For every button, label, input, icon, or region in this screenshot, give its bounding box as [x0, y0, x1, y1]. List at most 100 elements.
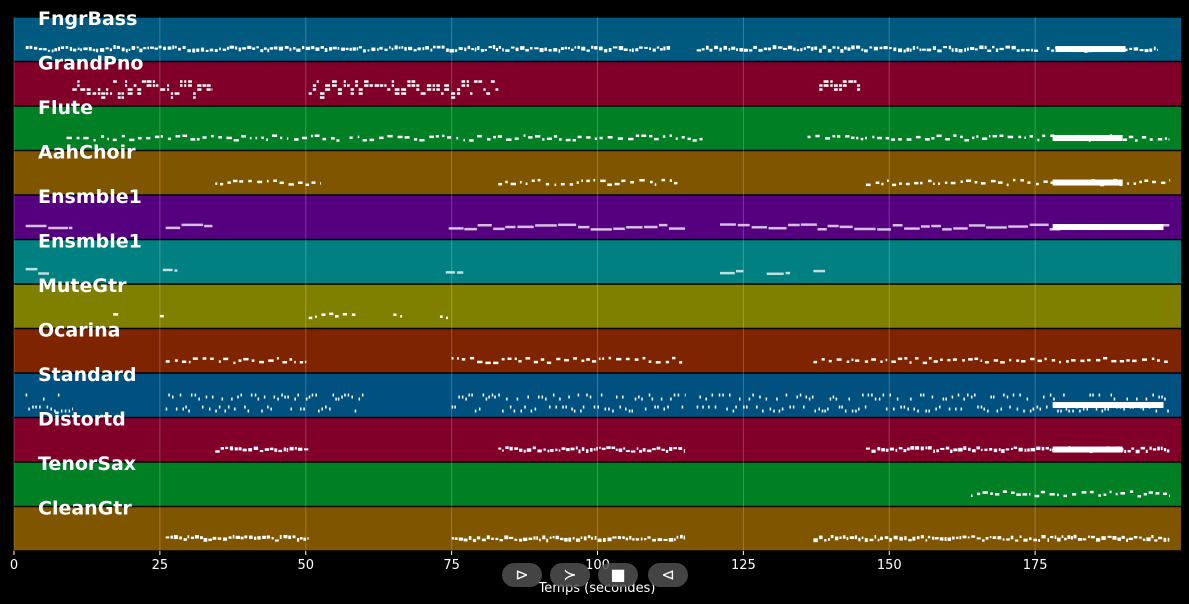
note	[990, 179, 996, 183]
note	[491, 393, 494, 397]
note	[471, 48, 474, 51]
note	[1073, 534, 1077, 539]
note	[127, 92, 133, 95]
note	[1142, 407, 1145, 411]
note	[942, 228, 952, 231]
note	[1104, 407, 1106, 411]
note	[618, 448, 623, 453]
note	[237, 395, 239, 399]
note	[1157, 48, 1158, 52]
note	[854, 535, 858, 540]
prev-button[interactable]: ⊲	[648, 563, 688, 587]
note	[647, 449, 652, 453]
note	[836, 135, 841, 138]
play-button[interactable]: ⊳	[502, 563, 542, 587]
note	[160, 88, 166, 91]
stop-button[interactable]: ■	[598, 563, 638, 587]
note	[678, 447, 683, 450]
note	[228, 536, 232, 539]
note	[183, 538, 187, 541]
note	[337, 397, 340, 401]
note-block	[1052, 446, 1123, 453]
note	[341, 395, 343, 399]
note	[413, 138, 418, 141]
note-segment	[451, 534, 686, 543]
note	[143, 47, 147, 50]
next-button[interactable]: ≻	[550, 563, 590, 587]
note	[916, 135, 921, 139]
note	[885, 448, 889, 452]
note	[162, 268, 173, 272]
note	[208, 538, 212, 542]
note	[39, 405, 41, 409]
note	[308, 92, 312, 95]
note	[573, 357, 577, 360]
note	[1109, 490, 1112, 494]
note	[739, 48, 744, 52]
note	[1092, 393, 1094, 397]
note	[242, 47, 247, 50]
note-segment	[66, 134, 289, 142]
note	[830, 80, 833, 83]
note	[446, 316, 448, 320]
note	[864, 405, 867, 409]
note	[828, 538, 830, 541]
note	[400, 315, 403, 318]
note-segment	[1052, 446, 1123, 453]
note	[597, 538, 602, 542]
note	[25, 267, 38, 271]
note	[908, 538, 912, 542]
note	[263, 47, 267, 50]
note	[105, 47, 109, 50]
note	[223, 357, 229, 361]
note	[99, 48, 105, 52]
note	[202, 84, 206, 87]
note	[835, 397, 838, 401]
note	[921, 48, 926, 51]
note	[422, 47, 425, 51]
note	[116, 45, 120, 49]
note	[735, 269, 744, 273]
note	[823, 80, 829, 83]
note	[887, 179, 889, 182]
note	[542, 535, 546, 540]
note	[829, 397, 832, 401]
note	[997, 181, 1003, 184]
note-segment	[498, 178, 678, 187]
note	[465, 397, 467, 401]
note	[806, 46, 811, 49]
note	[709, 48, 713, 52]
note	[904, 357, 908, 360]
note	[279, 181, 284, 185]
note	[38, 272, 50, 275]
note	[303, 537, 306, 541]
note	[821, 358, 825, 361]
note	[993, 448, 998, 453]
note	[527, 395, 529, 399]
note	[343, 84, 346, 87]
note	[858, 537, 861, 542]
note	[192, 357, 198, 360]
note	[1068, 409, 1070, 413]
note	[920, 225, 930, 228]
note-segment	[349, 134, 703, 142]
note	[832, 134, 836, 138]
note	[34, 46, 38, 50]
note	[515, 47, 519, 52]
note	[1151, 357, 1155, 361]
note	[165, 226, 181, 230]
note	[621, 179, 626, 183]
note	[271, 134, 278, 137]
note	[1042, 134, 1046, 138]
note	[590, 228, 612, 231]
note	[995, 48, 999, 53]
note	[793, 47, 796, 51]
note	[896, 397, 899, 401]
note	[1009, 358, 1012, 362]
note	[944, 537, 947, 541]
note	[864, 49, 868, 53]
note	[586, 136, 591, 139]
track-lane	[14, 240, 1181, 284]
note	[818, 48, 822, 53]
note	[558, 449, 561, 452]
